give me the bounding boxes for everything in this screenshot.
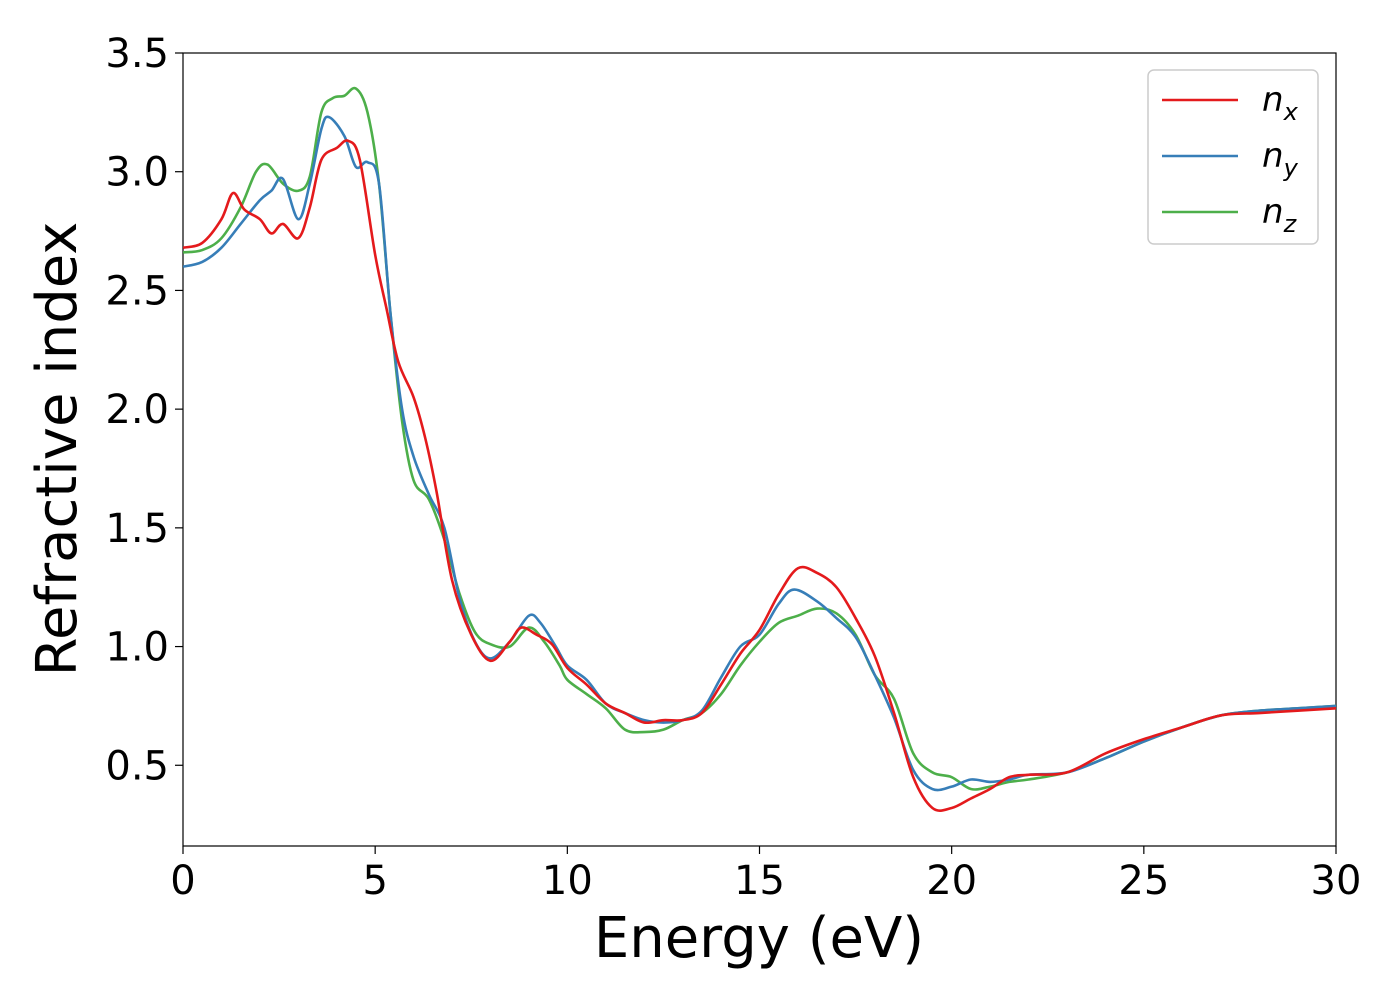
legend-label-base: n — [1262, 136, 1284, 176]
x-tick-label: 15 — [734, 858, 785, 904]
y-tick-label: 3.5 — [105, 31, 169, 77]
x-tick-label: 30 — [1311, 858, 1362, 904]
x-tick-label: 5 — [362, 858, 387, 904]
y-tick-label: 3.0 — [105, 150, 169, 196]
legend-label-ny: ny — [1262, 136, 1299, 182]
x-tick-label: 0 — [170, 858, 195, 904]
legend-label-base: n — [1262, 80, 1284, 120]
legend-label-base: n — [1262, 192, 1284, 232]
legend-label-subscript: y — [1283, 154, 1299, 182]
y-tick-label: 2.0 — [105, 387, 169, 433]
series-line-nx — [183, 139, 1336, 812]
y-axis-title: Refractive index — [25, 222, 90, 677]
legend-label-nx: nx — [1262, 80, 1299, 126]
x-tick-label: 25 — [1118, 858, 1169, 904]
series-layer — [183, 86, 1336, 812]
y-tick-label: 1.0 — [105, 625, 169, 671]
legend-label-nz: nz — [1262, 192, 1298, 238]
y-axis-ticks: 0.5 1.0 1.5 2.0 2.5 3.0 3.5 — [105, 31, 183, 789]
x-axis-ticks: 0 5 10 15 20 25 30 — [170, 846, 1361, 904]
y-tick-label: 2.5 — [105, 268, 169, 314]
x-tick-label: 10 — [542, 858, 593, 904]
legend-label-subscript: x — [1283, 98, 1299, 126]
legend-label-subscript: z — [1283, 210, 1298, 238]
x-tick-label: 20 — [926, 858, 977, 904]
y-tick-label: 0.5 — [105, 743, 169, 789]
x-axis-title: Energy (eV) — [594, 906, 924, 971]
series-line-nz — [183, 86, 1336, 791]
y-tick-label: 1.5 — [105, 506, 169, 552]
